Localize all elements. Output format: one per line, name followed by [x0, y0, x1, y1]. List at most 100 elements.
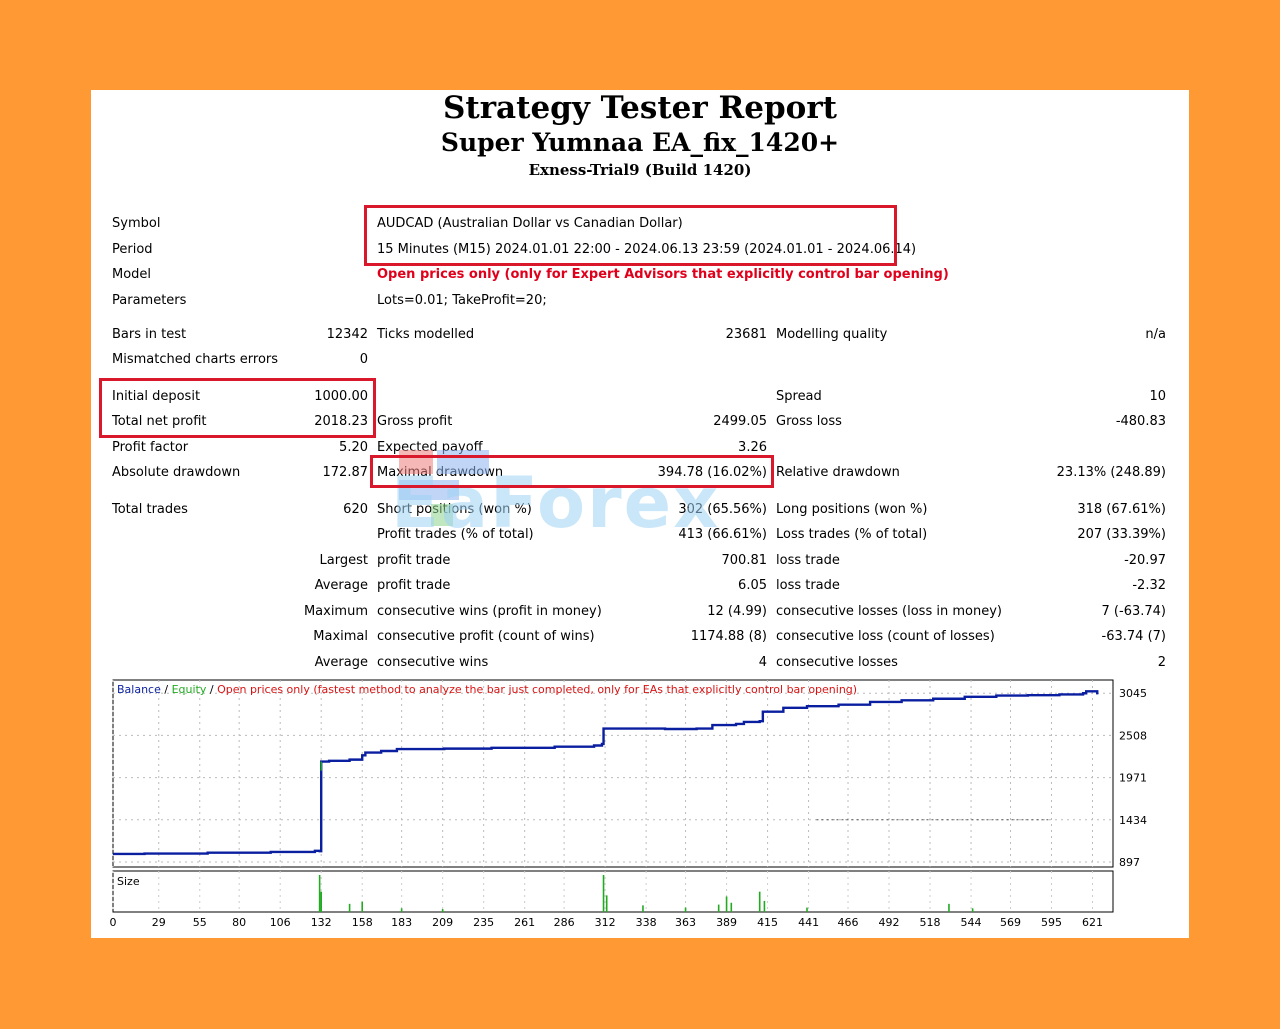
net-profit-value: 2018.23: [314, 414, 368, 429]
x-tick-label: 466: [838, 916, 859, 929]
x-tick-label: 261: [514, 916, 535, 929]
gross-profit-label: Gross profit: [377, 414, 453, 429]
watermark-text: EaForex: [391, 462, 721, 544]
gross-loss-value: -480.83: [1115, 414, 1166, 429]
largest-profit-label: profit trade: [377, 553, 451, 568]
max-cons-losses-label: consecutive losses (loss in money): [776, 604, 1002, 619]
x-tick-label: 621: [1082, 916, 1103, 929]
maximal-cons-profit-label: consecutive profit (count of wins): [377, 629, 595, 644]
initial-deposit-value: 1000.00: [314, 389, 368, 404]
x-tick-label: 235: [473, 916, 494, 929]
x-tick-label: 209: [432, 916, 453, 929]
largest-loss-value: -20.97: [1124, 553, 1166, 568]
maximum-label: Maximum: [303, 604, 368, 619]
x-tick-label: 312: [595, 916, 616, 929]
average-profit-label: profit trade: [377, 578, 451, 593]
bars-value: 12342: [326, 327, 368, 342]
avg-cons-wins-value: 4: [758, 655, 767, 670]
gross-profit-value: 2499.05: [713, 414, 767, 429]
avg-cons-label: Average: [314, 655, 368, 670]
y-tick-label: 1434: [1119, 814, 1147, 827]
average-profit-value: 6.05: [738, 578, 767, 593]
spread-value: 10: [1149, 389, 1166, 404]
abs-drawdown-label: Absolute drawdown: [112, 465, 241, 480]
initial-deposit-label: Initial deposit: [112, 389, 201, 404]
profit-trades-value: 413 (66.61%): [678, 527, 767, 542]
max-cons-wins-label: consecutive wins (profit in money): [377, 604, 602, 619]
net-profit-label: Total net profit: [112, 414, 207, 429]
spread-label: Spread: [776, 389, 822, 404]
x-tick-label: 286: [554, 916, 575, 929]
maximal-cons-loss-value: -63.74 (7): [1101, 629, 1166, 644]
report-subtitle: Super Yumnaa EA_fix_1420+: [440, 128, 840, 157]
x-tick-label: 106: [270, 916, 291, 929]
y-tick-label: 2508: [1119, 729, 1147, 742]
period-label: Period: [112, 242, 153, 257]
period-value: 15 Minutes (M15) 2024.01.01 22:00 - 2024…: [377, 242, 917, 257]
x-tick-label: 0: [110, 916, 117, 929]
ticks-value: 23681: [725, 327, 767, 342]
x-tick-label: 29: [152, 916, 166, 929]
x-tick-label: 338: [636, 916, 657, 929]
rel-drawdown-value: 23.13% (248.89): [1056, 465, 1166, 480]
total-trades-value: 620: [343, 502, 368, 517]
maximal-cons-loss-label: consecutive loss (count of losses): [776, 629, 995, 644]
y-tick-label: 3045: [1119, 687, 1147, 700]
quality-value: n/a: [1145, 327, 1166, 342]
maximal-cons-profit-value: 1174.88 (8): [690, 629, 767, 644]
balance-chart: 3045 2508 1971 1434 897 0 29 55 80 106 132 158 183 20…: [110, 679, 1147, 929]
average-loss-value: -2.32: [1132, 578, 1166, 593]
short-positions-value: 302 (65.56%): [678, 502, 767, 517]
x-tick-label: 389: [716, 916, 737, 929]
x-tick-label: 55: [193, 916, 207, 929]
x-tick-label: 363: [675, 916, 696, 929]
profit-factor-value: 5.20: [339, 440, 368, 455]
avg-cons-losses-value: 2: [1157, 655, 1166, 670]
x-tick-label: 80: [232, 916, 246, 929]
parameters-label: Parameters: [112, 293, 187, 308]
chart-legend: Balance / Equity / Open prices only (fas…: [117, 683, 857, 696]
model-value: Open prices only (only for Expert Adviso…: [377, 267, 949, 282]
x-tick-label: 492: [879, 916, 900, 929]
x-tick-label: 158: [352, 916, 373, 929]
short-positions-label: Short positions (won %): [377, 502, 532, 517]
y-tick-label: 897: [1119, 856, 1140, 869]
avg-cons-wins-label: consecutive wins: [377, 655, 489, 670]
x-tick-label: 569: [1000, 916, 1021, 929]
average-label: Average: [314, 578, 368, 593]
expected-payoff-value: 3.26: [738, 440, 767, 455]
report-title: Strategy Tester Report: [443, 90, 837, 126]
x-tick-label: 595: [1041, 916, 1062, 929]
y-tick-label: 1971: [1119, 772, 1147, 785]
rel-drawdown-label: Relative drawdown: [776, 465, 900, 480]
model-label: Model: [112, 267, 152, 282]
x-tick-label: 441: [798, 916, 819, 929]
profit-trades-label: Profit trades (% of total): [377, 527, 534, 542]
max-cons-wins-value: 12 (4.99): [707, 604, 767, 619]
report-server: Exness-Trial9 (Build 1420): [528, 161, 752, 179]
symbol-value: AUDCAD (Australian Dollar vs Canadian Do…: [377, 216, 683, 231]
x-tick-label: 415: [757, 916, 778, 929]
largest-profit-value: 700.81: [721, 553, 768, 568]
max-drawdown-value: 394.78 (16.02%): [657, 465, 767, 480]
balance-line: [113, 690, 1099, 856]
max-cons-losses-value: 7 (-63.74): [1101, 604, 1166, 619]
long-positions-label: Long positions (won %): [776, 502, 928, 517]
bars-label: Bars in test: [112, 327, 187, 342]
total-trades-label: Total trades: [112, 502, 188, 517]
loss-trades-value: 207 (33.39%): [1077, 527, 1166, 542]
long-positions-value: 318 (67.61%): [1077, 502, 1166, 517]
profit-factor-label: Profit factor: [112, 440, 189, 455]
loss-trades-label: Loss trades (% of total): [776, 527, 928, 542]
average-loss-label: loss trade: [776, 578, 840, 593]
size-plot-frame: [112, 870, 1114, 913]
x-tick-label: 132: [311, 916, 332, 929]
quality-label: Modelling quality: [776, 327, 888, 342]
ticks-label: Ticks modelled: [377, 327, 475, 342]
mismatched-value: 0: [359, 352, 368, 367]
main-plot-frame: [112, 679, 1114, 868]
maximal-label: Maximal: [313, 629, 368, 644]
x-tick-label: 183: [391, 916, 412, 929]
symbol-label: Symbol: [112, 216, 161, 231]
report-page: Strategy Tester Report Super Yumnaa EA_f…: [91, 90, 1189, 938]
